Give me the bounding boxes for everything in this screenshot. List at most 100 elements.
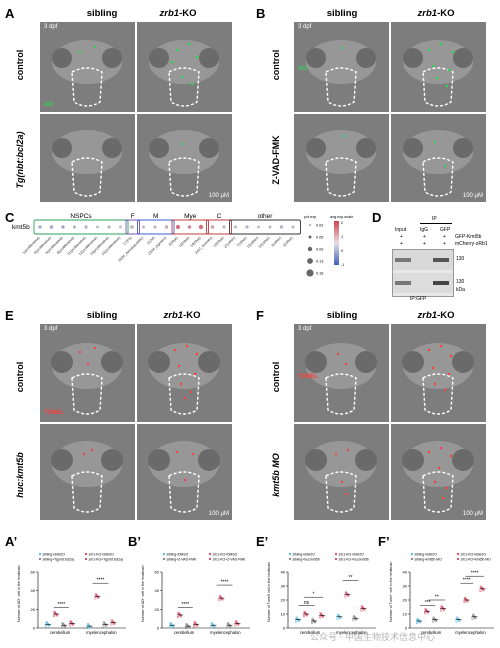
- data-point: [210, 626, 213, 629]
- data-point: [471, 617, 474, 620]
- data-point: [434, 619, 438, 623]
- sig-label: ****: [221, 580, 229, 586]
- expression-dot: [153, 225, 157, 229]
- y-tick-label: 10: [281, 612, 286, 617]
- blot-col-gfp: GFP: [440, 227, 451, 233]
- data-point: [482, 588, 485, 592]
- image-a-sibling-control: 3 dpf AO: [40, 22, 135, 112]
- legend-label: sibling+ddH2O: [293, 552, 316, 556]
- legend-marker: [456, 557, 460, 561]
- col-header-ko: zrb1-KO: [417, 310, 455, 321]
- legend-label: zrb1-KO+ddH2O: [89, 552, 115, 556]
- data-point: [89, 626, 92, 629]
- y-tick-label: 20: [31, 607, 36, 612]
- sig-label: ****: [57, 602, 65, 608]
- row-label-huc: huc:kmt5b: [15, 452, 25, 498]
- data-point: [86, 626, 89, 630]
- image-f-sibling-control: 3 dpf TUNEL: [294, 324, 389, 422]
- legend-marker: [456, 552, 460, 556]
- stain-label-ao: AO: [298, 66, 307, 72]
- legend-label: sibling+DMSO: [167, 552, 189, 556]
- data-point: [294, 620, 298, 623]
- y-tick-label: 60: [31, 570, 36, 575]
- legend-size-dot: [307, 258, 313, 264]
- cluster-label: 2(other): [282, 236, 294, 248]
- legend-label: sibling+Tg(nbt:bcl2a): [43, 557, 75, 561]
- expression-dot: [198, 224, 204, 230]
- data-point: [44, 625, 48, 628]
- x-category-label: myelencephalon: [455, 630, 486, 635]
- stage-label: 3 dpf: [298, 24, 312, 30]
- expression-dot: [96, 225, 99, 229]
- panel-letter-e2: E’: [256, 534, 269, 549]
- x-category-label: cerebellum: [421, 630, 442, 635]
- legend-color-label: 0: [341, 249, 343, 253]
- legend-marker: [208, 552, 212, 556]
- y-axis-label: Number of AO⁺ cell in the hindbrain: [141, 565, 145, 622]
- stage-label: 3 dpf: [44, 326, 58, 332]
- y-tick-label: 20: [281, 598, 286, 603]
- expression-dot: [130, 225, 134, 229]
- panel-letter-d: D: [372, 210, 382, 225]
- panel-letter-a: A: [5, 6, 15, 21]
- expression-dot: [49, 225, 54, 229]
- cluster-label: 3(other): [270, 236, 282, 248]
- row-label-zvad: Z-VAD-FMK: [271, 135, 281, 185]
- sig-label: ****: [463, 578, 471, 584]
- blot-mw: 130: [456, 279, 465, 285]
- expression-dot: [245, 225, 249, 229]
- x-category-label: cerebellum: [300, 630, 321, 635]
- row-label-control: control: [271, 361, 281, 393]
- data-point: [463, 600, 466, 604]
- data-point: [94, 597, 97, 600]
- sig-label: ****: [181, 602, 189, 608]
- legend-label: sibling+huc:kmt5b: [293, 557, 320, 561]
- legend-color-label: 2: [341, 221, 343, 225]
- col-header-sibling: sibling: [86, 310, 118, 321]
- scale-bar-label: 100 μM: [462, 511, 483, 517]
- data-point: [466, 600, 469, 603]
- panel-letter-b2: B’: [128, 534, 141, 549]
- y-axis-label: Number of TunelⁱI cell in the hindbrain: [265, 562, 271, 622]
- expression-dot: [210, 225, 215, 229]
- cluster-group-label: NSPCs: [70, 213, 92, 220]
- image-b-sibling-control: 3 dpf AO: [294, 22, 389, 112]
- legend-label: zrb1-KO+Tg(nbt:bcl2a): [89, 557, 124, 561]
- col-header-ko: zrb1-KO: [159, 8, 197, 19]
- expression-dot: [164, 225, 169, 229]
- expression-dot: [119, 225, 122, 229]
- cluster-group-box: [206, 219, 232, 235]
- data-point: [318, 616, 322, 619]
- legend-label: sibling+kmt5b MO: [415, 557, 443, 561]
- data-point: [229, 625, 232, 628]
- legend-marker: [410, 557, 414, 561]
- y-tick-label: 0: [157, 626, 160, 631]
- data-point: [352, 619, 355, 622]
- image-e-sibling-treated: [40, 424, 135, 520]
- data-point: [336, 617, 339, 620]
- data-point: [321, 615, 325, 618]
- data-point: [168, 626, 172, 629]
- sig-label: ****: [471, 571, 479, 577]
- image-a-sibling-treated: [40, 114, 135, 202]
- y-tick-label: 0: [33, 626, 36, 631]
- blot-image: [392, 249, 454, 297]
- data-point: [97, 596, 100, 599]
- data-point: [474, 616, 477, 620]
- legend-color-bar: [334, 221, 339, 265]
- cluster-group-box: [137, 219, 175, 235]
- x-category-label: cerebellum: [174, 630, 195, 635]
- y-tick-label: 60: [155, 570, 160, 575]
- stain-label-tunel: TUNEL: [298, 374, 318, 380]
- blot-row-label: mCherry-zRb1: [455, 241, 488, 247]
- sig-label: *: [313, 592, 315, 598]
- sig-label: ns: [304, 600, 310, 606]
- stain-label-tunel: TUNEL: [44, 410, 64, 416]
- legend-label: sibling+ddH2O: [415, 552, 438, 556]
- blot-sign: +: [423, 241, 426, 247]
- watermark: 公众号 · 中国生物技术信息中心: [310, 632, 435, 642]
- cluster-label: 22(other): [223, 236, 236, 249]
- legend-size-dot: [306, 269, 314, 277]
- cluster-label: 17(Fb): [122, 236, 132, 246]
- image-b-ko-control: [391, 22, 486, 112]
